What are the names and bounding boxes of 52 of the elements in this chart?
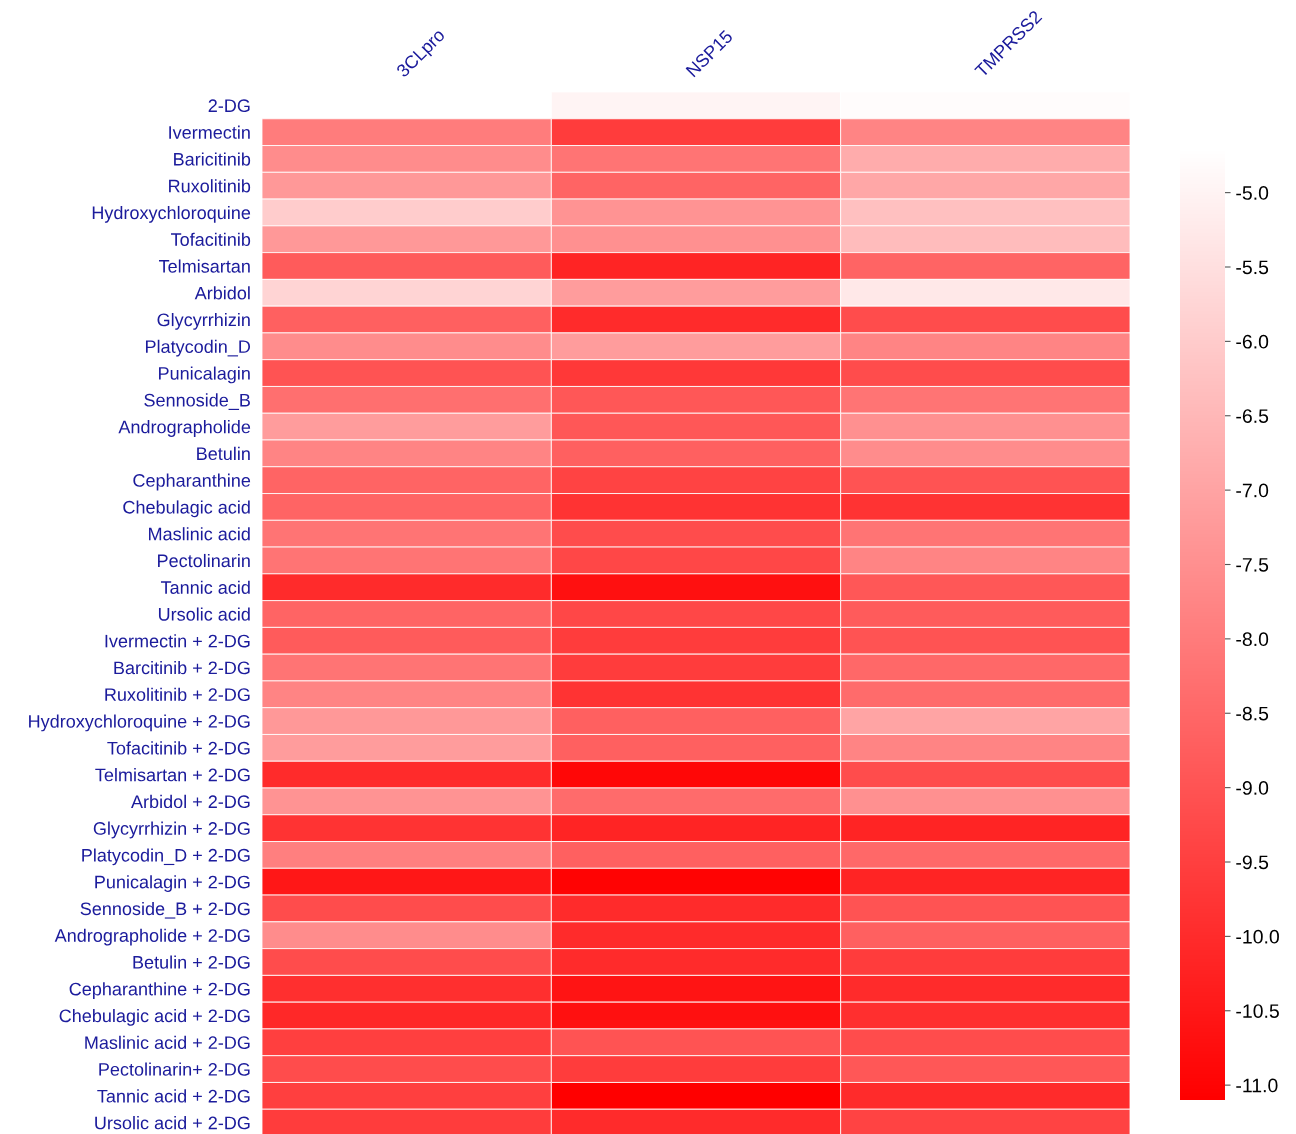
y-tick-label: Betulin + 2-DG (133, 955, 250, 969)
y-tick-label: Hydroxychloroquine (92, 205, 251, 223)
y-tick-label: Maslinic acid (149, 527, 250, 541)
y-tick-label: Chebulagic acid (123, 500, 250, 518)
y-tick-label: Sennoside_B + 2-DG (80, 901, 250, 919)
y-tick-label: Chebulagic acid + 2-DG (59, 1009, 250, 1026)
color-bar-label: -8.5 (1236, 706, 1269, 721)
y-tick-label: Tofacitinib + 2-DG (107, 741, 250, 755)
y-tick-label: Glycyrrhizin + 2-DG (93, 821, 250, 839)
y-tick-label: Cepharanthine (133, 473, 251, 491)
y-tick-label: Tofacitinib (171, 232, 251, 246)
color-bar-label: -5.0 (1236, 186, 1269, 200)
y-tick-label: Ursolic acid + 2-DG (95, 1116, 250, 1130)
y-tick-label: Tannic acid + 2-DG (97, 1089, 250, 1103)
y-tick-label: Telmisartan + 2-DG (95, 768, 250, 782)
y-tick-label: Platycodin_D (145, 339, 251, 357)
y-tick-label: Ruxolitinib (169, 179, 251, 193)
color-bar-label: -10.0 (1236, 929, 1279, 944)
y-tick-label: Glycyrrhizin (157, 313, 250, 330)
y-tick-label: Platycodin_D + 2-DG (82, 848, 250, 866)
y-tick-label: Punicalagin (159, 366, 250, 384)
color-bar-label: -7.0 (1236, 483, 1269, 498)
color-bar-label: -7.5 (1236, 558, 1269, 572)
color-bar-label: -5.5 (1236, 260, 1269, 275)
color-bar-label: -9.5 (1236, 855, 1269, 870)
y-tick-label: Andrographolide (118, 420, 251, 437)
color-bar-label: -8.0 (1236, 632, 1269, 647)
y-tick-label: Sennoside_B (144, 393, 250, 410)
color-bar-label: -10.5 (1236, 1004, 1279, 1018)
y-tick-label: Maslinic acid + 2-DG (85, 1035, 250, 1050)
y-tick-label: Ivermectin + 2-DG (105, 634, 250, 648)
y-tick-label: Telmisartan (158, 259, 250, 273)
y-tick-label: Tannic acid (160, 580, 250, 594)
y-tick-label: Cepharanthine + 2-DG (69, 982, 250, 1000)
y-tick-label: Barcitinib + 2-DG (114, 661, 250, 675)
y-tick-label: Arbidol + 2-DG (131, 794, 250, 809)
y-tick-label: Andrographolide + 2-DG (54, 928, 250, 946)
y-tick-label: Punicalagin + 2-DG (95, 875, 250, 892)
y-tick-label: Ruxolitinib + 2-DG (105, 687, 250, 702)
y-tick-label: Arbidol (194, 286, 250, 300)
color-bar-label: -6.5 (1236, 409, 1269, 423)
y-tick-label: Hydroxychloroquine + 2-DG (29, 714, 250, 732)
y-tick-label: 2-DG (208, 99, 250, 113)
y-tick-label: Pectolinarin+ 2-DG (99, 1062, 250, 1076)
y-tick-label: Betulin (197, 446, 250, 461)
y-tick-label: Ivermectin (169, 125, 250, 139)
color-bar-label: -11.0 (1236, 1078, 1278, 1093)
color-bar-label: -9.0 (1236, 781, 1269, 795)
color-bar-label: -6.0 (1236, 334, 1269, 349)
y-tick-label: Pectolinarin (158, 553, 250, 568)
y-tick-label: Baricitinib (174, 152, 251, 166)
y-tick-label: Ursolic acid (158, 607, 250, 621)
